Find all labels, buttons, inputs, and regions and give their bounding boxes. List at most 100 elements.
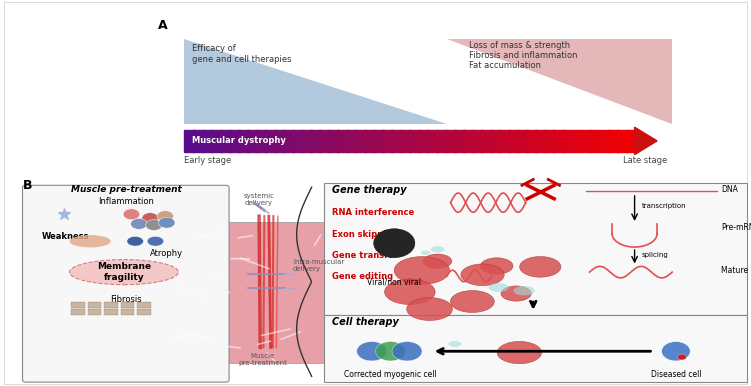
Bar xyxy=(202,130,213,151)
Text: Gene transfer: Gene transfer xyxy=(332,251,398,260)
Bar xyxy=(301,130,312,151)
Bar xyxy=(265,130,276,151)
Ellipse shape xyxy=(451,291,494,313)
Ellipse shape xyxy=(158,217,175,228)
Ellipse shape xyxy=(385,279,435,305)
Ellipse shape xyxy=(407,298,453,320)
Bar xyxy=(402,222,559,363)
Bar xyxy=(418,130,430,151)
Bar xyxy=(400,130,412,151)
Bar xyxy=(346,130,357,151)
Ellipse shape xyxy=(147,236,164,246)
Ellipse shape xyxy=(392,342,422,361)
Bar xyxy=(88,309,101,315)
Ellipse shape xyxy=(461,264,504,286)
Ellipse shape xyxy=(424,254,452,268)
Bar xyxy=(373,130,385,151)
Ellipse shape xyxy=(431,246,445,252)
Text: Late stage: Late stage xyxy=(623,156,667,165)
Text: Exon skipping: Exon skipping xyxy=(332,230,398,239)
Bar xyxy=(324,183,747,315)
Bar xyxy=(220,130,231,151)
Bar xyxy=(599,130,610,151)
Bar xyxy=(71,309,85,315)
Bar xyxy=(193,130,204,151)
Bar xyxy=(283,130,294,151)
Text: transcription: transcription xyxy=(642,203,686,209)
Bar xyxy=(211,130,222,151)
Bar xyxy=(626,130,637,151)
Ellipse shape xyxy=(357,342,387,361)
Bar xyxy=(121,309,134,315)
Text: Muscular dystrophy: Muscular dystrophy xyxy=(192,136,285,146)
Text: Pre-mRNA: Pre-mRNA xyxy=(721,223,751,232)
Text: Efficacy of
gene and cell therapies: Efficacy of gene and cell therapies xyxy=(192,44,291,64)
Ellipse shape xyxy=(501,286,531,301)
Bar xyxy=(184,222,330,363)
Text: DNA: DNA xyxy=(721,185,737,194)
Ellipse shape xyxy=(146,220,162,230)
Polygon shape xyxy=(447,39,672,124)
Text: Early stage: Early stage xyxy=(184,156,231,165)
Text: B: B xyxy=(23,179,32,193)
Bar xyxy=(137,309,151,315)
Bar xyxy=(581,130,592,151)
Bar xyxy=(499,130,511,151)
Bar xyxy=(572,130,583,151)
Bar xyxy=(427,130,439,151)
Ellipse shape xyxy=(127,236,143,246)
Text: Muscle pre-treatment: Muscle pre-treatment xyxy=(71,185,182,194)
Ellipse shape xyxy=(514,286,535,295)
Bar xyxy=(617,130,628,151)
Text: RNA interference: RNA interference xyxy=(332,208,415,217)
Bar xyxy=(328,130,339,151)
Bar xyxy=(337,130,348,151)
Text: Fibrosis: Fibrosis xyxy=(110,295,142,304)
Text: Mature mRNA: Mature mRNA xyxy=(721,266,751,275)
Bar xyxy=(88,302,101,308)
Ellipse shape xyxy=(157,211,173,222)
Bar xyxy=(292,130,303,151)
Bar xyxy=(247,130,258,151)
Bar xyxy=(562,130,574,151)
Bar xyxy=(104,302,118,308)
Ellipse shape xyxy=(448,341,461,347)
Bar xyxy=(238,130,249,151)
Bar xyxy=(526,130,538,151)
Bar xyxy=(608,130,619,151)
Text: Diseased cell: Diseased cell xyxy=(650,370,701,379)
Bar xyxy=(310,130,321,151)
Bar xyxy=(184,130,195,151)
Text: systemic
delivery: systemic delivery xyxy=(243,193,275,206)
Bar xyxy=(324,315,747,382)
Ellipse shape xyxy=(69,235,111,247)
Text: Muscle
pre-treatment: Muscle pre-treatment xyxy=(238,353,288,366)
Ellipse shape xyxy=(489,283,508,292)
Text: Loss of mass & strength
Fibrosis and inflammation
Fat accumulation: Loss of mass & strength Fibrosis and inf… xyxy=(469,41,578,70)
Ellipse shape xyxy=(142,213,158,223)
Text: Cell therapy: Cell therapy xyxy=(332,317,399,327)
Text: Gene therapy: Gene therapy xyxy=(332,185,406,195)
Ellipse shape xyxy=(421,251,430,255)
Bar xyxy=(274,130,285,151)
Bar xyxy=(121,302,134,308)
Text: Inflammation: Inflammation xyxy=(98,197,154,206)
Text: Atrophy: Atrophy xyxy=(150,249,183,258)
Text: splicing: splicing xyxy=(642,252,669,258)
Bar xyxy=(508,130,520,151)
Bar xyxy=(454,130,466,151)
Bar xyxy=(256,130,267,151)
Bar xyxy=(517,130,529,151)
Text: Weakness: Weakness xyxy=(41,232,89,240)
Ellipse shape xyxy=(662,342,690,361)
Bar xyxy=(472,130,484,151)
Ellipse shape xyxy=(376,342,406,361)
Bar xyxy=(490,130,502,151)
Bar xyxy=(409,130,421,151)
Ellipse shape xyxy=(374,229,415,258)
Ellipse shape xyxy=(520,257,561,277)
Text: Gene editing: Gene editing xyxy=(332,272,393,281)
Bar xyxy=(553,130,565,151)
Bar xyxy=(355,130,366,151)
Bar xyxy=(436,130,448,151)
